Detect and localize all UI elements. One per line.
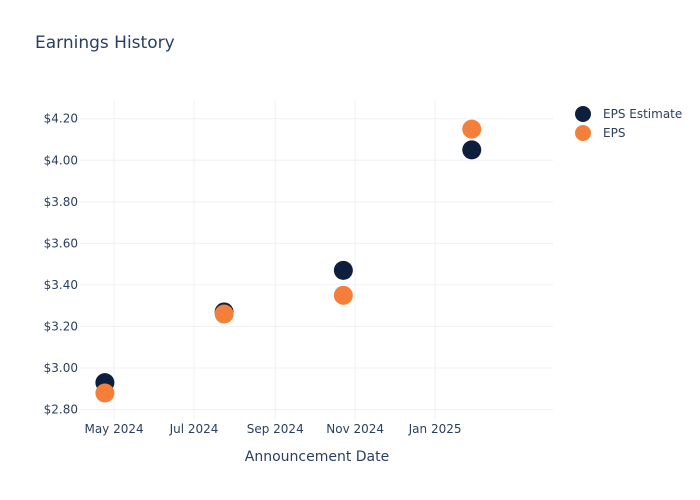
x-tick-label: Jul 2024 [169,422,219,436]
eps-point[interactable] [333,285,353,305]
y-tick-label: $3.00 [44,361,78,375]
chart-title: Earnings History [35,33,175,53]
eps-point[interactable] [462,119,482,139]
y-tick-label: $3.40 [44,278,78,292]
y-gridlines [80,118,553,411]
x-tick-label: May 2024 [84,422,143,436]
legend[interactable]: EPS Estimate EPS [575,106,682,141]
legend-label-eps-estimate[interactable]: EPS Estimate [603,107,682,121]
legend-marker-eps-estimate[interactable] [575,106,591,122]
y-tick-label: $3.20 [44,319,78,333]
data-points [95,119,482,403]
x-tick-label: Jan 2025 [408,422,462,436]
y-tick-label: $2.80 [44,403,78,417]
x-tick-label: Sep 2024 [247,422,304,436]
y-tick-label: $4.20 [44,112,78,126]
y-tick-label: $3.80 [44,195,78,209]
y-tick-labels: $2.80 $3.00 $3.20 $3.40 $3.60 $3.80 $4.00 $4.20 [44,112,78,417]
legend-marker-eps[interactable] [575,125,591,141]
x-axis-title: Announcement Date [245,449,389,465]
eps-point[interactable] [214,304,234,324]
eps-estimate-point[interactable] [462,140,482,160]
x-tick-labels: May 2024 Jul 2024 Sep 2024 Nov 2024 Jan 2025 [84,422,461,436]
legend-label-eps[interactable]: EPS [603,126,625,140]
y-tick-label: $3.60 [44,236,78,250]
eps-point[interactable] [95,383,115,403]
x-tick-label: Nov 2024 [326,422,384,436]
y-tick-label: $4.00 [44,153,78,167]
eps-estimate-point[interactable] [333,260,353,280]
x-gridlines [113,100,436,420]
